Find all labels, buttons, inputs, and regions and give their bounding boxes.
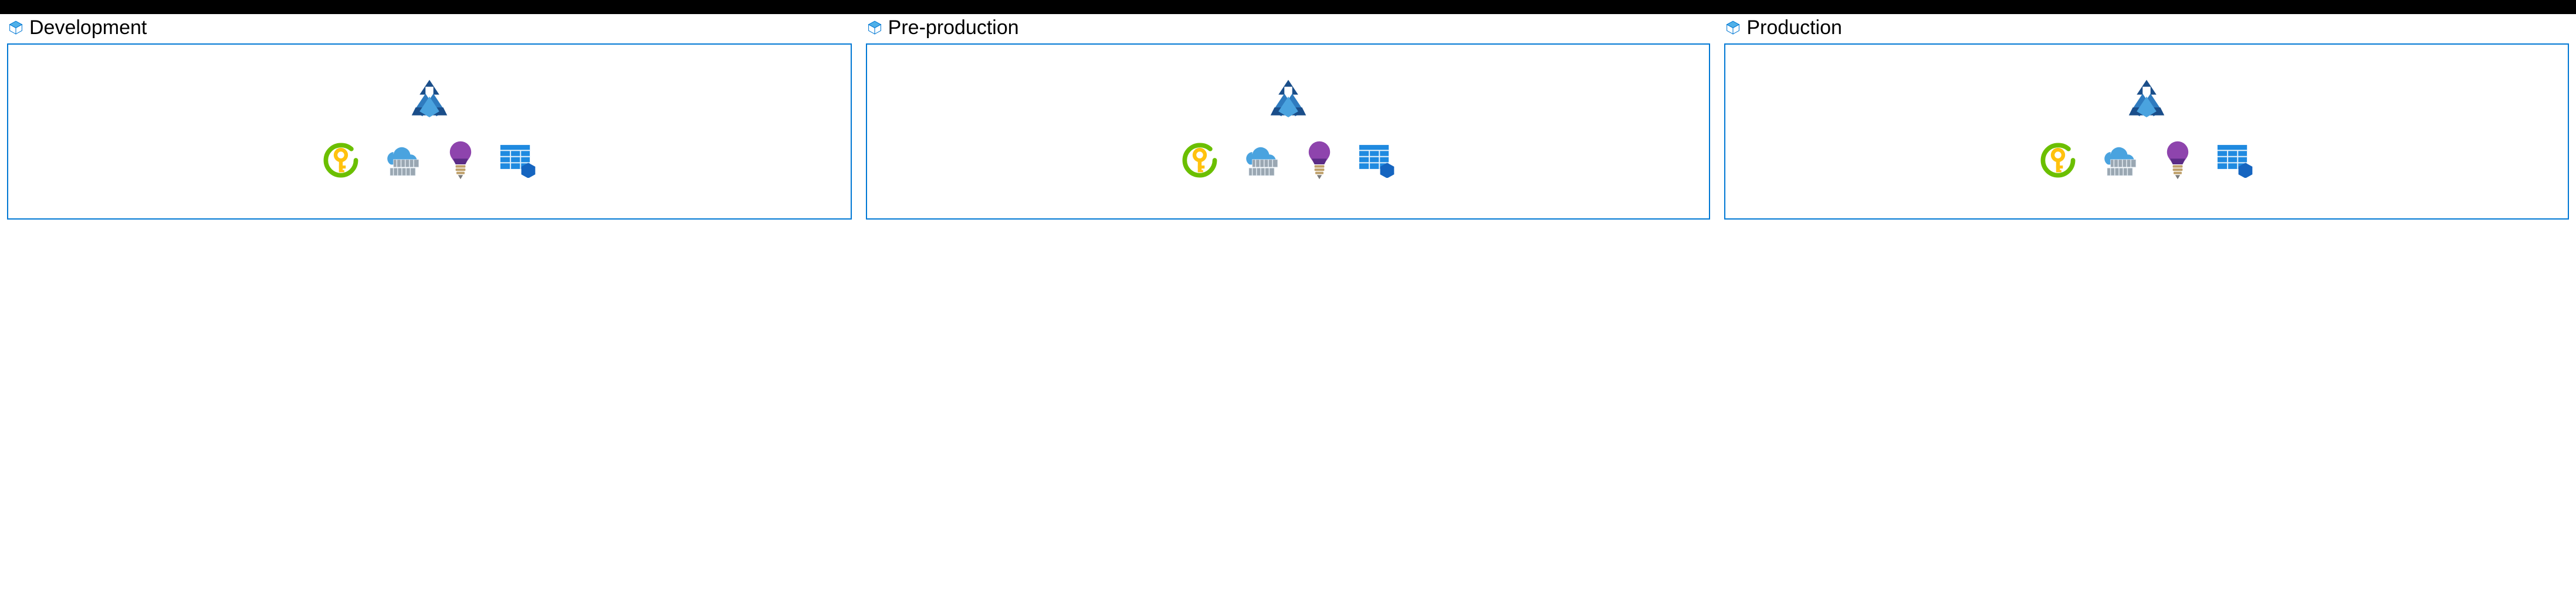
services-row <box>2039 140 2254 181</box>
app-insights-icon <box>2161 140 2194 181</box>
services-row <box>1181 140 1396 181</box>
diagram-root: Development <box>0 0 2576 227</box>
services-row <box>322 140 537 181</box>
environment-box <box>1724 43 2569 220</box>
container-registry-icon <box>381 143 423 177</box>
cube-icon <box>1725 20 1741 35</box>
environment-preprod: Pre-production <box>866 14 1711 220</box>
azure-ml-icon <box>405 80 454 123</box>
environment-prod: Production <box>1724 14 2569 220</box>
app-insights-icon <box>1303 140 1336 181</box>
environment-title: Development <box>29 18 147 38</box>
app-insights-icon <box>444 140 477 181</box>
key-vault-icon <box>2039 141 2077 179</box>
environment-title: Production <box>1746 18 1842 38</box>
environment-header: Pre-production <box>866 14 1711 43</box>
environment-header: Production <box>1724 14 2569 43</box>
key-vault-icon <box>1181 141 1218 179</box>
storage-icon <box>2215 143 2254 178</box>
cube-icon <box>8 20 23 35</box>
environment-dev: Development <box>7 14 852 220</box>
environment-header: Development <box>7 14 852 43</box>
cube-icon <box>867 20 882 35</box>
azure-ml-icon <box>2122 80 2171 123</box>
environments-row: Development <box>0 14 2576 227</box>
storage-icon <box>1357 143 1396 178</box>
top-black-bar <box>0 0 2576 14</box>
container-registry-icon <box>2098 143 2140 177</box>
azure-ml-icon <box>1264 80 1313 123</box>
environment-box <box>866 43 1711 220</box>
environment-title: Pre-production <box>888 18 1019 38</box>
container-registry-icon <box>1240 143 1282 177</box>
storage-icon <box>498 143 537 178</box>
key-vault-icon <box>322 141 360 179</box>
environment-box <box>7 43 852 220</box>
